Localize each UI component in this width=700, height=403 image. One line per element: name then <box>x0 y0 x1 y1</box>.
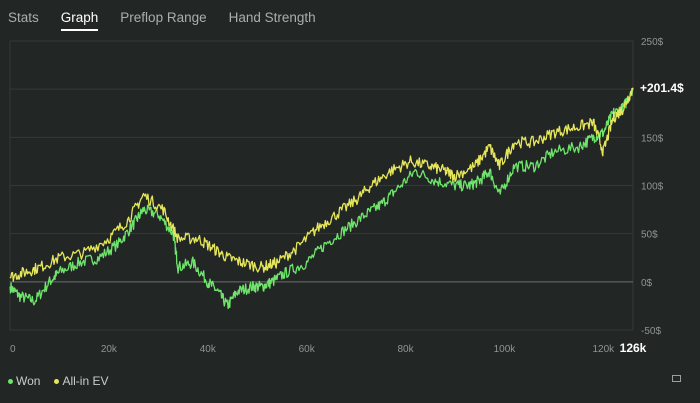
allin-ev-dot-icon <box>54 378 60 384</box>
axis-labels: 250$ 150$ 100$ 50$ 0$ -50$ 0 20k 40k 60k 80k 100k 12… <box>10 37 684 355</box>
y-tick-label: 50$ <box>641 230 658 241</box>
x-tick-label: 40k <box>200 344 217 355</box>
x-tick-label: 60k <box>299 344 316 355</box>
expand-icon[interactable] <box>672 375 681 382</box>
legend-label-allin-ev: All-in EV <box>62 374 109 388</box>
legend: Won All-in EV <box>8 374 108 388</box>
legend-item-allin-ev[interactable]: All-in EV <box>54 374 108 388</box>
series-lines <box>9 87 634 310</box>
x-tick-label: 100k <box>494 344 517 355</box>
x-tick-label: 20k <box>101 344 118 355</box>
legend-item-won[interactable]: Won <box>8 374 40 388</box>
grid-lines <box>9 40 634 331</box>
x-tick-label: 120k <box>592 344 615 355</box>
y-tick-label: -50$ <box>641 326 661 337</box>
series-line-won <box>9 87 634 310</box>
x-tick-label: 0 <box>10 344 16 355</box>
y-tick-label: 150$ <box>641 133 664 144</box>
profit-graph: 250$ 150$ 100$ 50$ 0$ -50$ 0 20k 40k 60k 80k 100k 12… <box>9 37 684 355</box>
tab-stats[interactable]: Stats <box>8 10 39 25</box>
y-tick-label: 0$ <box>641 278 653 289</box>
tab-hand-strength[interactable]: Hand Strength <box>228 10 316 25</box>
legend-label-won: Won <box>16 374 41 388</box>
y-tick-label: 100$ <box>641 182 664 193</box>
tab-graph[interactable]: Graph <box>60 10 99 31</box>
won-dot-icon <box>8 378 13 384</box>
final-value-label: +201.4$ <box>640 81 684 95</box>
series-line-allin-ev <box>9 87 634 282</box>
tab-preflop-range[interactable]: Preflop Range <box>120 10 207 25</box>
tab-bar: Stats Graph Preflop Range Hand Strength <box>8 10 316 36</box>
x-end-label: 126k <box>620 341 647 355</box>
y-tick-label: 250$ <box>641 37 664 48</box>
x-tick-label: 80k <box>397 344 414 355</box>
